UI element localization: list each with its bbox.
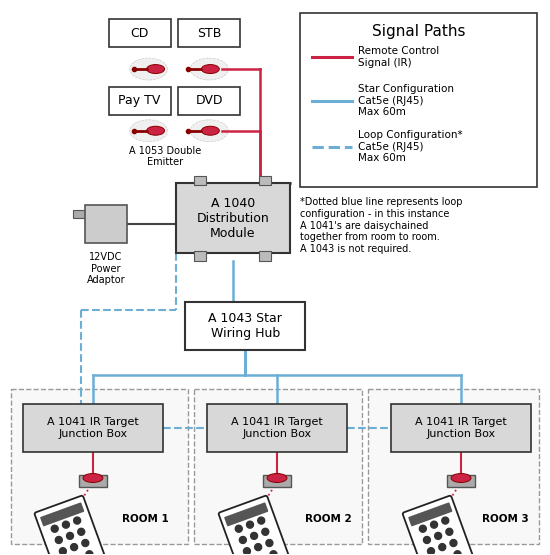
- Text: A 1053 Double
Emitter: A 1053 Double Emitter: [129, 145, 202, 167]
- Circle shape: [244, 548, 250, 554]
- Text: A 1041 IR Target
Junction Box: A 1041 IR Target Junction Box: [415, 417, 507, 439]
- Ellipse shape: [451, 473, 471, 482]
- FancyBboxPatch shape: [179, 19, 240, 47]
- Text: Remote Control
Signal (IR): Remote Control Signal (IR): [358, 46, 439, 68]
- Circle shape: [270, 551, 277, 555]
- Ellipse shape: [201, 64, 219, 73]
- FancyBboxPatch shape: [392, 405, 531, 452]
- FancyBboxPatch shape: [408, 502, 452, 526]
- Circle shape: [63, 521, 69, 528]
- Text: A 1041 IR Target
Junction Box: A 1041 IR Target Junction Box: [47, 417, 139, 439]
- FancyBboxPatch shape: [85, 205, 126, 243]
- Circle shape: [266, 539, 273, 547]
- Circle shape: [255, 543, 262, 551]
- FancyBboxPatch shape: [109, 87, 170, 115]
- Text: A 1040
Distribution
Module: A 1040 Distribution Module: [196, 197, 269, 240]
- Circle shape: [59, 548, 67, 554]
- Ellipse shape: [147, 126, 164, 135]
- Circle shape: [51, 525, 58, 532]
- FancyBboxPatch shape: [403, 496, 476, 555]
- Text: DVD: DVD: [196, 94, 223, 107]
- FancyBboxPatch shape: [79, 475, 107, 487]
- Ellipse shape: [190, 120, 228, 142]
- Circle shape: [419, 525, 426, 532]
- Circle shape: [235, 525, 242, 532]
- Circle shape: [450, 539, 457, 547]
- FancyBboxPatch shape: [40, 502, 84, 526]
- Text: A 1041 IR Target
Junction Box: A 1041 IR Target Junction Box: [231, 417, 323, 439]
- FancyBboxPatch shape: [73, 210, 85, 218]
- Circle shape: [56, 537, 62, 543]
- Circle shape: [74, 517, 81, 524]
- FancyBboxPatch shape: [367, 390, 538, 544]
- Text: STB: STB: [197, 27, 222, 40]
- Circle shape: [424, 537, 431, 543]
- FancyBboxPatch shape: [259, 175, 271, 185]
- Circle shape: [431, 521, 438, 528]
- Circle shape: [78, 528, 85, 535]
- Text: Pay TV: Pay TV: [118, 94, 161, 107]
- Ellipse shape: [130, 58, 168, 80]
- FancyBboxPatch shape: [207, 405, 346, 452]
- Text: A 1043 Star
Wiring Hub: A 1043 Star Wiring Hub: [208, 312, 282, 340]
- Text: ROOM 2: ROOM 2: [305, 514, 351, 524]
- Circle shape: [67, 532, 74, 539]
- FancyBboxPatch shape: [447, 475, 475, 487]
- Ellipse shape: [83, 473, 103, 482]
- FancyBboxPatch shape: [263, 475, 291, 487]
- Circle shape: [239, 537, 246, 543]
- FancyBboxPatch shape: [300, 13, 537, 188]
- Circle shape: [454, 551, 461, 555]
- Circle shape: [442, 517, 449, 524]
- FancyBboxPatch shape: [23, 405, 163, 452]
- FancyBboxPatch shape: [224, 502, 268, 526]
- FancyBboxPatch shape: [194, 251, 206, 261]
- Circle shape: [86, 551, 93, 555]
- Circle shape: [258, 517, 265, 524]
- Circle shape: [427, 548, 435, 554]
- Ellipse shape: [130, 120, 168, 142]
- FancyBboxPatch shape: [35, 496, 107, 555]
- FancyBboxPatch shape: [12, 390, 189, 544]
- Circle shape: [262, 528, 269, 535]
- Circle shape: [251, 532, 257, 539]
- FancyBboxPatch shape: [219, 496, 292, 555]
- Circle shape: [82, 539, 89, 547]
- FancyBboxPatch shape: [194, 175, 206, 185]
- Circle shape: [434, 532, 442, 539]
- Text: Signal Paths: Signal Paths: [371, 24, 465, 39]
- Text: Star Configuration
Cat5e (RJ45)
Max 60m: Star Configuration Cat5e (RJ45) Max 60m: [358, 84, 454, 118]
- Ellipse shape: [267, 473, 287, 482]
- Text: CD: CD: [130, 27, 149, 40]
- Text: Loop Configuration*
Cat5e (RJ45)
Max 60m: Loop Configuration* Cat5e (RJ45) Max 60m: [358, 130, 462, 163]
- Circle shape: [439, 543, 446, 551]
- FancyBboxPatch shape: [175, 184, 290, 253]
- Ellipse shape: [201, 126, 219, 135]
- Circle shape: [70, 543, 78, 551]
- Text: ROOM 1: ROOM 1: [122, 514, 168, 524]
- Text: ROOM 3: ROOM 3: [482, 514, 529, 524]
- FancyBboxPatch shape: [179, 87, 240, 115]
- Text: *Dotted blue line represents loop
configuration - in this instance
A 1041's are : *Dotted blue line represents loop config…: [300, 198, 463, 254]
- Circle shape: [246, 521, 254, 528]
- FancyBboxPatch shape: [259, 251, 271, 261]
- Ellipse shape: [147, 64, 164, 73]
- Circle shape: [446, 528, 453, 535]
- Text: 12VDC
Power
Adaptor: 12VDC Power Adaptor: [86, 252, 125, 285]
- FancyBboxPatch shape: [185, 302, 305, 350]
- FancyBboxPatch shape: [194, 390, 361, 544]
- FancyBboxPatch shape: [109, 19, 170, 47]
- Ellipse shape: [190, 58, 228, 80]
